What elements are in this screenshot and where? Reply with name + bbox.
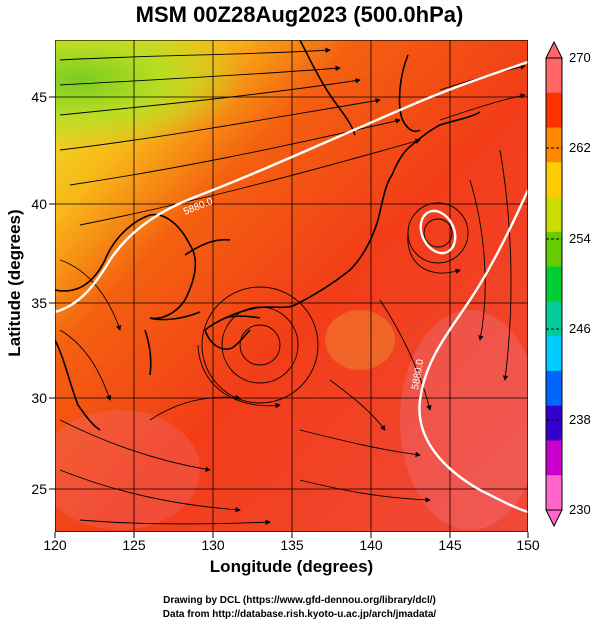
colorbar-tick-label: 270 <box>569 50 591 65</box>
x-axis-label: Longitude (degrees) <box>209 557 374 576</box>
colorbar-tick-label: 246 <box>569 321 591 336</box>
y-tick-label: 25 <box>31 481 47 497</box>
wind-streamlines <box>59 47 526 525</box>
graticule <box>55 40 528 532</box>
colorbar-segment <box>546 92 562 129</box>
contour-label: 5880.0 <box>410 358 426 390</box>
y-tick-label: 40 <box>31 196 47 212</box>
colorbar-segment <box>546 127 562 163</box>
colorbar-segment <box>546 336 562 372</box>
y-tick-label: 30 <box>31 390 47 406</box>
x-tick-label: 130 <box>201 537 225 553</box>
colorbar-min-arrow <box>545 509 563 528</box>
y-axis-tick-labels: 25 30 35 40 45 <box>31 89 47 497</box>
x-tick-label: 125 <box>122 537 146 553</box>
x-tick-label: 120 <box>43 537 67 553</box>
colorbar-segment <box>546 58 562 94</box>
colorbar-tick-label: 262 <box>569 140 591 155</box>
colorbar-segment <box>546 405 562 441</box>
x-tick-label: 150 <box>516 537 540 553</box>
credit-drawing: Drawing by DCL (https://www.gfd-dennou.o… <box>163 595 436 606</box>
temperature-field: 5880.0 5880.0 <box>55 40 528 532</box>
y-axis-ticks <box>49 96 55 490</box>
colorbar-segment <box>546 266 562 302</box>
chart-title: MSM 00Z28Aug2023 (500.0hPa) <box>135 2 464 27</box>
geopotential-contours <box>55 60 528 514</box>
colorbar-segment <box>546 475 562 511</box>
colorbar-segment <box>546 440 562 476</box>
colorbar-max-arrow <box>545 40 563 59</box>
x-tick-label: 140 <box>359 537 383 553</box>
y-tick-label: 45 <box>31 89 47 105</box>
x-axis-tick-labels: 120 125 130 135 140 145 150 <box>43 537 540 553</box>
x-axis-ticks <box>54 532 529 538</box>
x-tick-label: 135 <box>280 537 304 553</box>
coastlines <box>55 40 481 431</box>
x-tick-label: 145 <box>438 537 462 553</box>
y-axis-label: Latitude (degrees) <box>5 209 24 357</box>
colorbar-segment <box>546 197 562 233</box>
y-tick-label: 35 <box>31 295 47 311</box>
colorbar-tick-label: 238 <box>569 412 591 427</box>
colorbar-segment <box>546 370 562 407</box>
colorbar-tick-label: 230 <box>569 502 591 517</box>
colorbar-segment <box>546 231 562 268</box>
colorbar-tick-label: 254 <box>569 231 591 246</box>
credit-data: Data from http://database.rish.kyoto-u.a… <box>162 609 437 620</box>
colorbar-segment <box>546 301 562 337</box>
colorbar: 270 262 254 246 238 230 <box>545 40 591 528</box>
colorbar-segment <box>546 162 562 198</box>
